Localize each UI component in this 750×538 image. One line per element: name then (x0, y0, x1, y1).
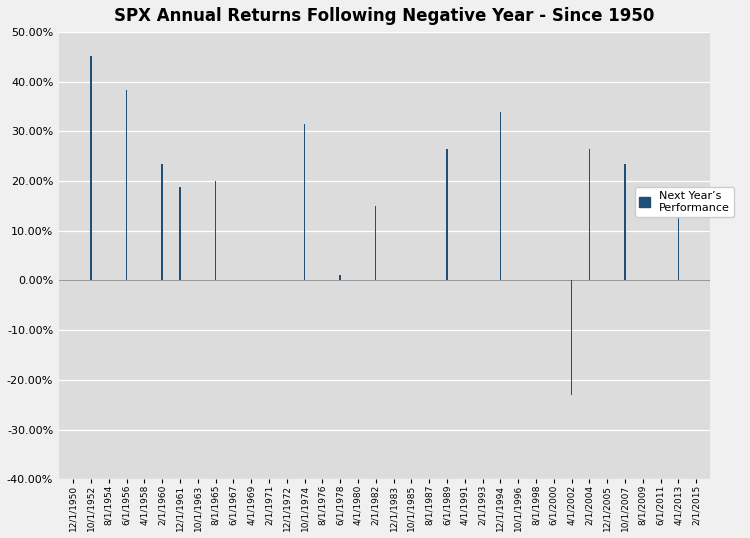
Bar (500, 111, 501, 280)
Bar (304, 124, 305, 280)
Bar (161, 164, 163, 280)
Bar (375, 207, 376, 280)
Bar (678, 212, 679, 280)
Bar (126, 90, 128, 280)
Bar (589, 150, 590, 280)
Bar (571, 280, 572, 395)
Title: SPX Annual Returns Following Negative Year - Since 1950: SPX Annual Returns Following Negative Ye… (115, 7, 655, 25)
Legend: Next Year’s
Performance: Next Year’s Performance (634, 187, 734, 217)
Bar (214, 181, 216, 280)
Bar (446, 149, 448, 280)
Bar (624, 164, 626, 280)
Bar (179, 187, 181, 280)
Bar (90, 56, 92, 280)
